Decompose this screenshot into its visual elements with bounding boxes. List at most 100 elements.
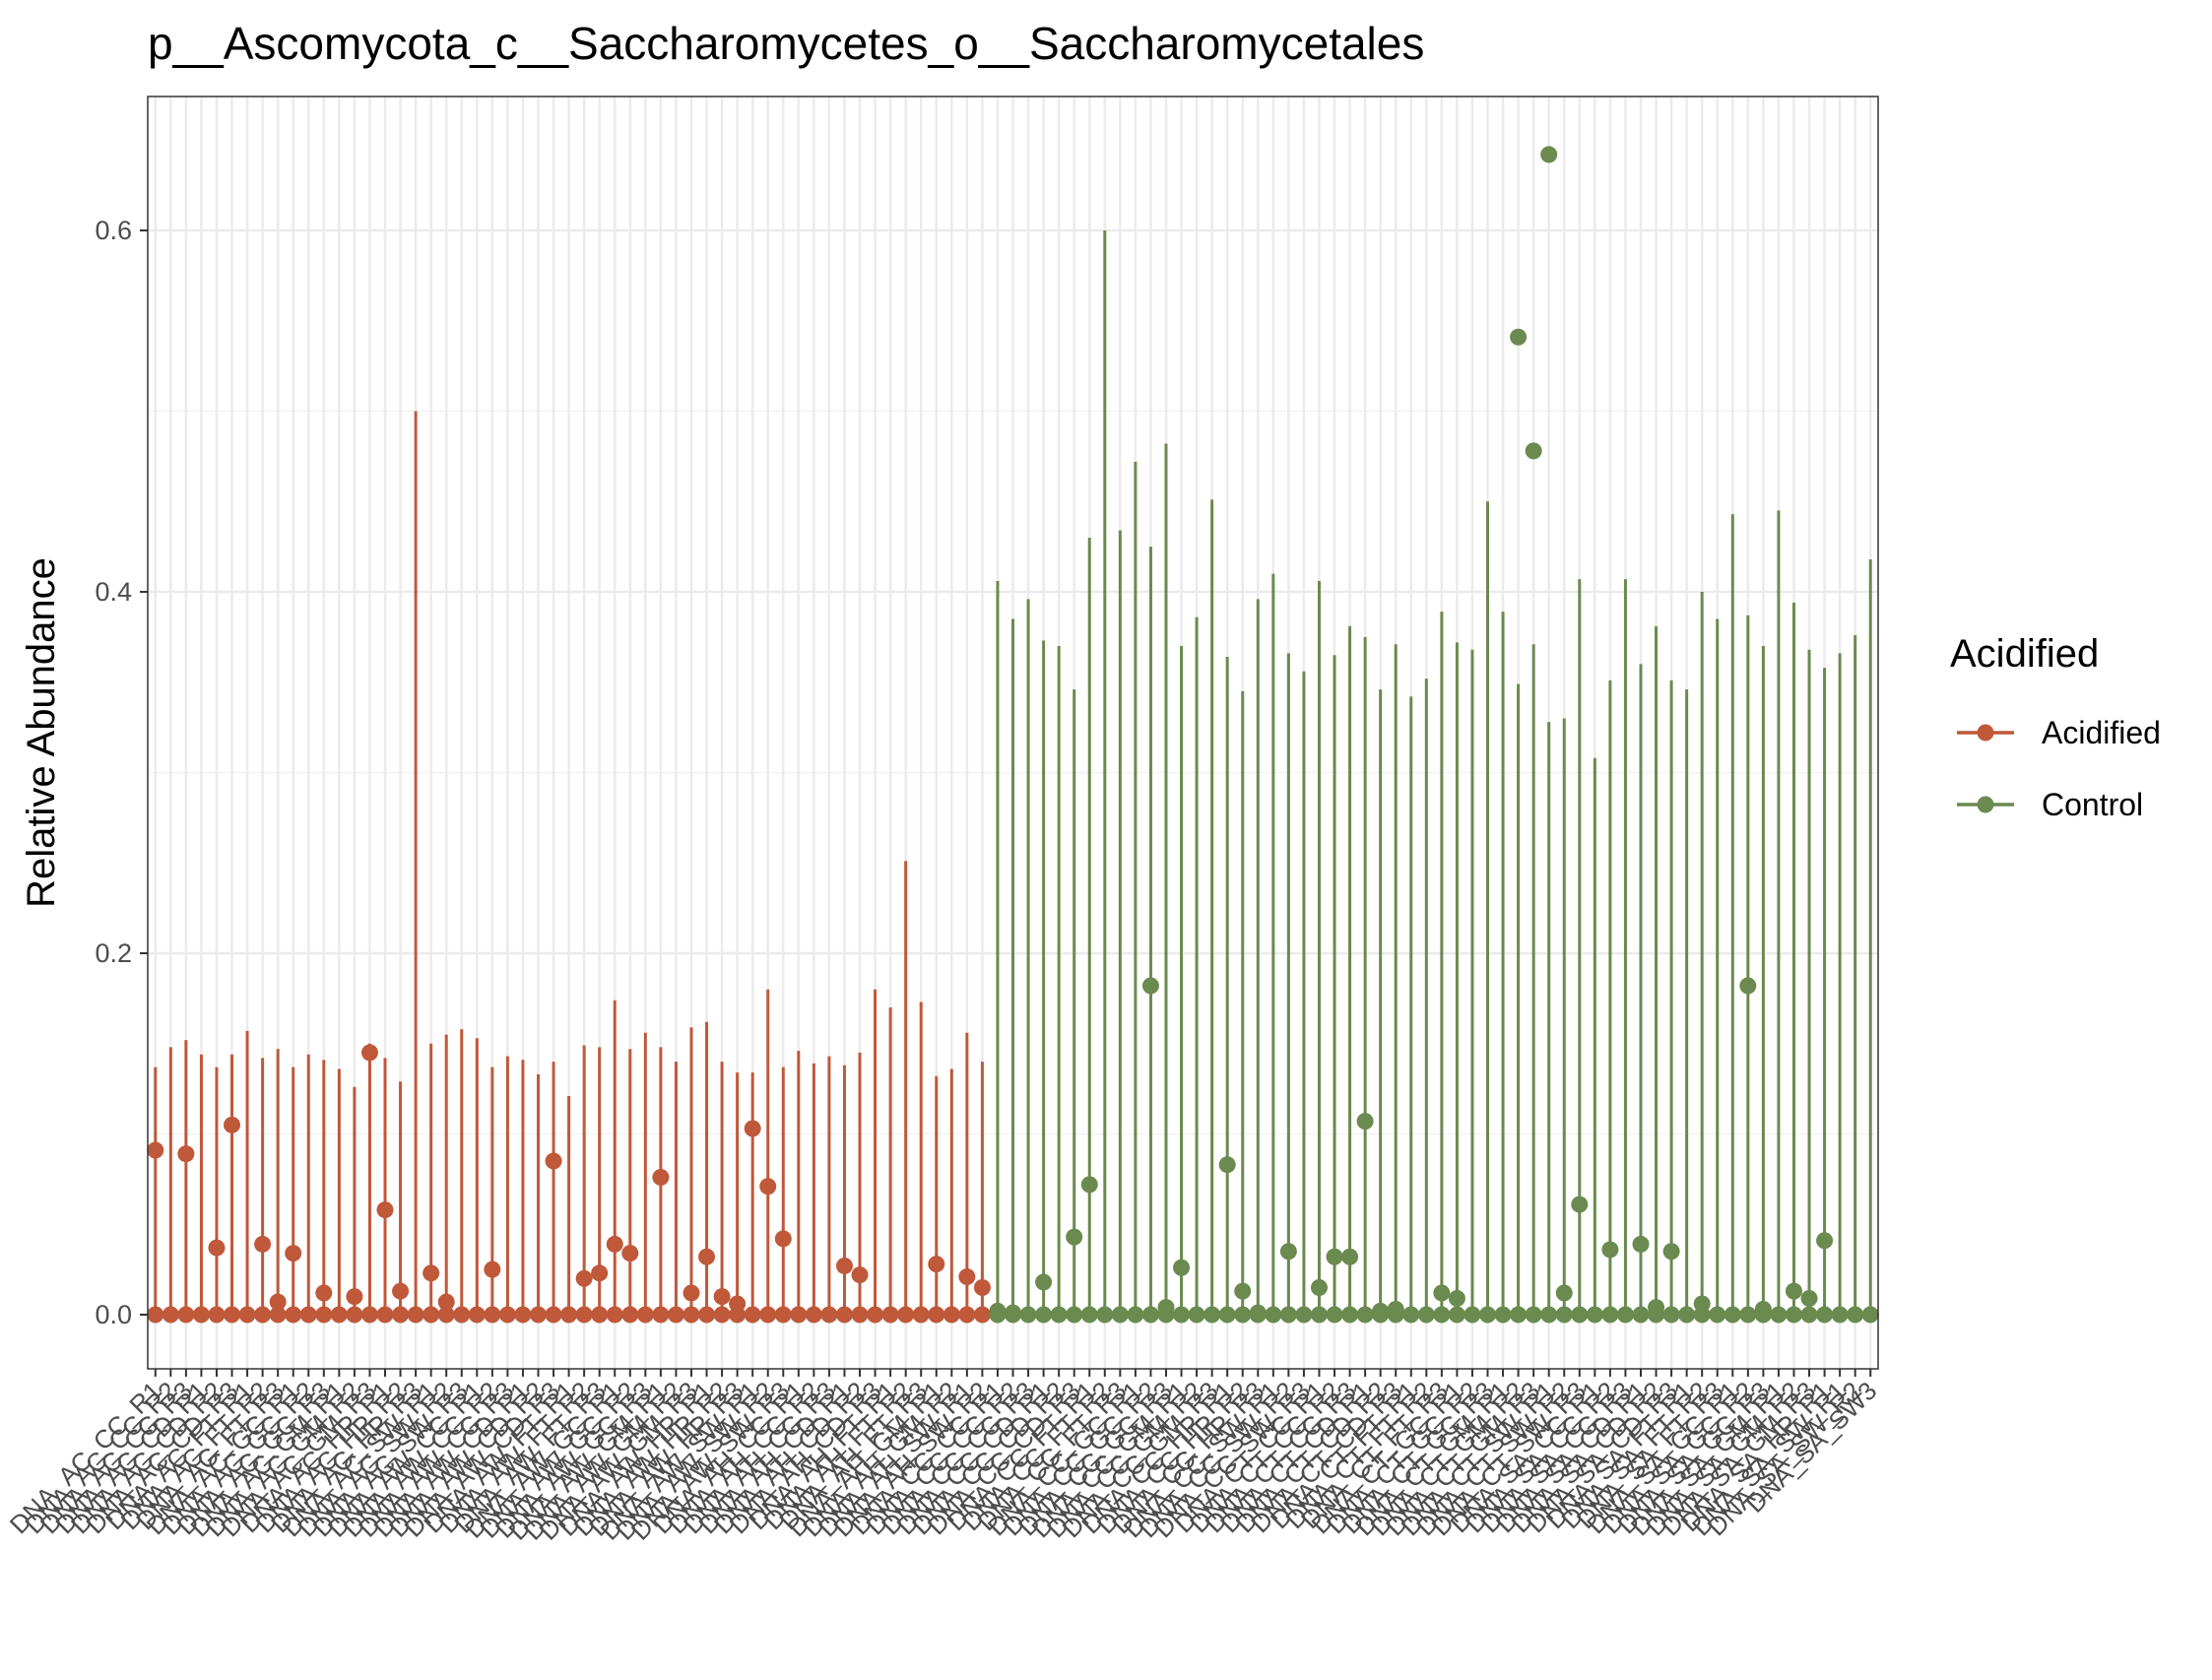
sample-point-control-18-0 (1265, 1306, 1282, 1324)
sample-point-control-6-1 (1080, 1306, 1098, 1324)
legend-key-point-control (1977, 796, 1994, 813)
sample-point-control-50-1 (1754, 1306, 1772, 1324)
sample-point-control-53-1 (1800, 1306, 1818, 1324)
sample-point-acidified-8-1 (269, 1306, 287, 1324)
sample-point-acidified-53-1 (958, 1306, 976, 1324)
sample-point-control-16-0 (1234, 1282, 1252, 1300)
sample-point-control-21-0 (1310, 1278, 1328, 1296)
sample-point-control-12-0 (1173, 1259, 1191, 1276)
sample-point-control-38-1 (1571, 1306, 1589, 1324)
legend-entries: Acidified Control (1957, 715, 2161, 822)
sample-point-control-22-0 (1326, 1248, 1343, 1265)
sample-point-acidified-28-1 (575, 1306, 593, 1324)
sample-point-acidified-16-0 (392, 1282, 410, 1300)
y-tick-label: 0.2 (95, 938, 132, 968)
sample-point-control-34-1 (1510, 1306, 1528, 1324)
sample-point-control-33-0 (1494, 1306, 1512, 1324)
sample-point-control-26-1 (1387, 1306, 1404, 1324)
sample-point-control-30-1 (1448, 1306, 1465, 1324)
sample-point-acidified-6-0 (238, 1306, 256, 1324)
sample-point-control-23-1 (1341, 1306, 1359, 1324)
sample-point-acidified-0-1 (147, 1306, 164, 1324)
sample-point-acidified-39-0 (744, 1120, 761, 1137)
sample-point-control-5-1 (1066, 1306, 1083, 1324)
legend-label-acidified: Acidified (2042, 715, 2161, 750)
sample-point-acidified-22-0 (484, 1260, 501, 1278)
sample-point-control-22-1 (1326, 1306, 1343, 1324)
sample-point-control-20-0 (1295, 1306, 1313, 1324)
sample-point-acidified-20-0 (453, 1306, 471, 1324)
sample-point-control-4-0 (1050, 1306, 1068, 1324)
sample-point-acidified-19-1 (437, 1306, 455, 1324)
sample-point-acidified-40-1 (759, 1306, 777, 1324)
sample-point-control-0-1 (989, 1306, 1007, 1324)
sample-point-acidified-11-0 (315, 1284, 333, 1302)
sample-point-acidified-47-0 (867, 1306, 884, 1324)
sample-point-control-10-0 (1141, 977, 1159, 995)
sample-point-control-45-0 (1678, 1306, 1696, 1324)
sample-point-acidified-24-0 (514, 1306, 532, 1324)
sample-point-acidified-13-0 (346, 1288, 363, 1306)
sample-point-acidified-41-0 (774, 1230, 792, 1248)
sample-point-control-23-0 (1341, 1248, 1359, 1265)
sample-point-acidified-51-1 (928, 1306, 945, 1324)
sample-point-acidified-2-1 (177, 1306, 195, 1324)
sample-point-control-24-1 (1356, 1306, 1374, 1324)
sample-point-control-34-0 (1510, 328, 1528, 346)
sample-point-acidified-11-1 (315, 1306, 333, 1324)
sample-point-acidified-49-0 (897, 1306, 915, 1324)
sample-point-acidified-54-0 (973, 1278, 991, 1296)
sample-point-acidified-33-0 (652, 1169, 670, 1187)
y-tick-label: 0.0 (95, 1300, 132, 1329)
sample-point-control-16-1 (1234, 1306, 1252, 1324)
sample-point-control-44-0 (1662, 1243, 1680, 1260)
sample-point-acidified-31-0 (621, 1245, 639, 1262)
sample-point-control-17-1 (1249, 1306, 1267, 1324)
sample-point-control-25-1 (1372, 1306, 1390, 1324)
sample-point-control-37-1 (1555, 1306, 1573, 1324)
sample-point-acidified-35-0 (683, 1284, 700, 1302)
sample-point-control-6-0 (1080, 1176, 1098, 1194)
sample-point-control-19-1 (1279, 1306, 1297, 1324)
sample-point-acidified-29-1 (591, 1306, 609, 1324)
y-axis-label: Relative Abundance (20, 557, 63, 908)
sample-point-control-56-0 (1847, 1306, 1864, 1324)
sample-point-control-52-1 (1785, 1306, 1802, 1324)
y-tick-label: 0.4 (95, 577, 132, 607)
sample-point-acidified-40-0 (759, 1178, 777, 1195)
y-axis: 0.0 0.2 0.4 0.6 (95, 216, 148, 1329)
sample-point-acidified-2-0 (177, 1145, 195, 1163)
sample-point-control-42-0 (1632, 1235, 1650, 1253)
sample-point-control-15-0 (1218, 1156, 1236, 1174)
sample-point-acidified-39-1 (744, 1306, 761, 1324)
sample-point-acidified-19-0 (437, 1293, 455, 1311)
sample-point-control-24-0 (1356, 1113, 1374, 1131)
sample-point-control-39-0 (1586, 1306, 1603, 1324)
sample-point-control-3-0 (1035, 1273, 1053, 1291)
sample-point-acidified-3-0 (192, 1306, 210, 1324)
sample-point-control-43-1 (1648, 1306, 1665, 1324)
sample-point-control-38-0 (1571, 1195, 1589, 1213)
sample-point-acidified-45-0 (835, 1257, 853, 1274)
sample-point-acidified-4-1 (208, 1306, 226, 1324)
sample-point-control-5-0 (1066, 1228, 1083, 1246)
sample-point-acidified-41-1 (774, 1306, 792, 1324)
sample-point-control-57-0 (1861, 1306, 1879, 1324)
sample-point-acidified-5-0 (224, 1116, 241, 1133)
sample-point-acidified-36-1 (698, 1306, 716, 1324)
sample-point-control-44-1 (1662, 1306, 1680, 1324)
sample-point-acidified-13-1 (346, 1306, 363, 1324)
sample-point-control-53-0 (1800, 1289, 1818, 1307)
sample-point-acidified-7-0 (254, 1235, 272, 1253)
sample-point-acidified-44-0 (820, 1306, 838, 1324)
sample-point-acidified-9-1 (285, 1306, 302, 1324)
sample-point-acidified-46-0 (851, 1266, 869, 1284)
sample-point-control-9-0 (1127, 1306, 1144, 1324)
sample-point-control-10-1 (1141, 1306, 1159, 1324)
sample-point-control-49-0 (1739, 977, 1757, 995)
sample-point-acidified-45-1 (835, 1306, 853, 1324)
sample-point-acidified-15-1 (376, 1306, 394, 1324)
sample-point-acidified-51-0 (928, 1256, 945, 1273)
sample-point-acidified-15-0 (376, 1201, 394, 1219)
